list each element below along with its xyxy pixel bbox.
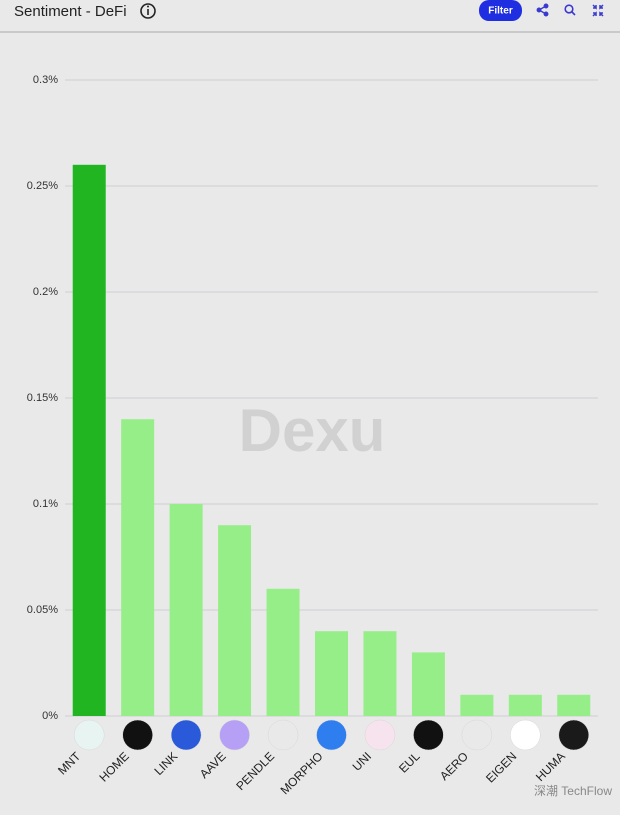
bar xyxy=(72,164,106,717)
bar xyxy=(121,419,155,716)
bar xyxy=(460,694,494,716)
credit: 深潮 TechFlow xyxy=(534,783,612,798)
y-tick-label: 0.1% xyxy=(33,498,58,510)
bar xyxy=(169,504,203,716)
y-tick-label: 0.25% xyxy=(27,180,58,192)
bar xyxy=(557,694,591,716)
token-icon xyxy=(558,719,590,751)
y-tick-label: 0.15% xyxy=(27,392,58,404)
token-icon xyxy=(73,719,105,751)
token-icon xyxy=(219,719,250,751)
watermark: Dexu xyxy=(239,397,386,464)
bar xyxy=(363,631,397,716)
y-tick-label: 0.2% xyxy=(33,286,58,298)
filter-label[interactable]: Filter xyxy=(488,6,513,17)
bars xyxy=(72,164,591,717)
token-icon xyxy=(267,719,299,751)
bar xyxy=(266,588,300,716)
token-icon xyxy=(170,719,202,751)
bar xyxy=(411,652,445,716)
token-icon xyxy=(510,719,541,751)
token-icon xyxy=(364,719,396,751)
page-title: Sentiment - DeFi xyxy=(14,3,127,20)
y-tick-label: 0.3% xyxy=(33,74,58,86)
info-icon[interactable] xyxy=(140,3,156,19)
bar xyxy=(315,631,348,716)
collapse-icon[interactable] xyxy=(592,4,604,17)
y-tick-label: 0.05% xyxy=(27,604,58,616)
token-icon xyxy=(413,719,444,751)
token-icon xyxy=(122,719,153,751)
bar xyxy=(218,525,252,716)
share-icon[interactable] xyxy=(536,3,549,17)
y-tick-label: 0% xyxy=(42,710,58,722)
filter-button[interactable]: Filter xyxy=(479,0,522,21)
token-icon xyxy=(316,719,347,751)
token-icon xyxy=(461,719,493,751)
search-icon[interactable] xyxy=(564,4,576,16)
bar xyxy=(508,694,542,716)
